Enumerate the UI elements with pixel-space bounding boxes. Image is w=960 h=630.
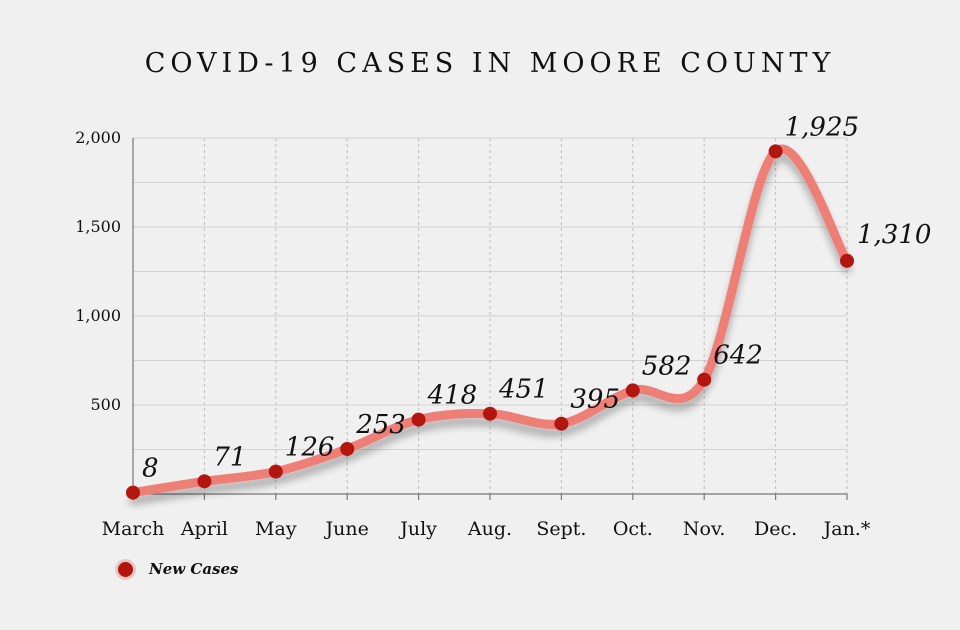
x-tick-label: Oct. bbox=[613, 518, 653, 540]
legend-label: New Cases bbox=[149, 560, 239, 578]
x-tick-label: July bbox=[398, 518, 437, 540]
legend: New Cases bbox=[118, 560, 238, 578]
data-label: 642 bbox=[713, 341, 763, 371]
y-tick-label: 1,000 bbox=[75, 306, 121, 325]
data-labels: 8 71 126 253 418 451 395 582 642 1,925 1,310 bbox=[142, 112, 931, 483]
series-new-cases bbox=[126, 144, 854, 500]
data-label: 126 bbox=[285, 433, 335, 463]
grid bbox=[133, 137, 848, 494]
data-label: 8 bbox=[142, 454, 159, 484]
data-point bbox=[268, 464, 283, 479]
x-tick-label: April bbox=[180, 518, 228, 540]
data-point bbox=[483, 406, 497, 421]
x-tick-label: May bbox=[255, 518, 297, 540]
chart-title: COVID-19 CASES IN MOORE COUNTY bbox=[144, 48, 836, 79]
data-label: 418 bbox=[427, 381, 478, 411]
data-label: 395 bbox=[570, 385, 620, 415]
data-label: 253 bbox=[355, 410, 406, 440]
y-tick-label: 2,000 bbox=[75, 128, 121, 147]
x-tick-label: March bbox=[102, 518, 165, 540]
x-tick-label: Nov. bbox=[683, 518, 726, 540]
data-label: 71 bbox=[213, 442, 246, 472]
x-tick-label: June bbox=[324, 518, 369, 540]
data-point bbox=[625, 383, 640, 398]
x-tick-label: Jan.* bbox=[822, 518, 871, 540]
data-point bbox=[768, 144, 783, 159]
x-tick-label: Aug. bbox=[467, 518, 512, 540]
y-tick-label: 500 bbox=[90, 395, 121, 414]
data-label: 451 bbox=[498, 375, 549, 405]
data-label: 582 bbox=[642, 351, 692, 381]
data-point bbox=[697, 372, 712, 387]
x-tick-label: Dec. bbox=[754, 518, 797, 540]
data-point bbox=[197, 474, 212, 489]
data-point bbox=[126, 485, 140, 500]
data-point bbox=[411, 412, 426, 427]
legend-marker-icon bbox=[118, 561, 133, 577]
data-point bbox=[340, 441, 355, 456]
x-tick-label: Sept. bbox=[536, 518, 586, 540]
data-label: 1,925 bbox=[785, 112, 859, 142]
data-point bbox=[554, 416, 569, 431]
y-tick-label: 1,500 bbox=[75, 217, 121, 236]
data-label: 1,310 bbox=[857, 220, 931, 250]
axes: 500 1,000 1,500 2,000 March April May June July A… bbox=[75, 128, 871, 540]
data-point bbox=[840, 253, 854, 268]
